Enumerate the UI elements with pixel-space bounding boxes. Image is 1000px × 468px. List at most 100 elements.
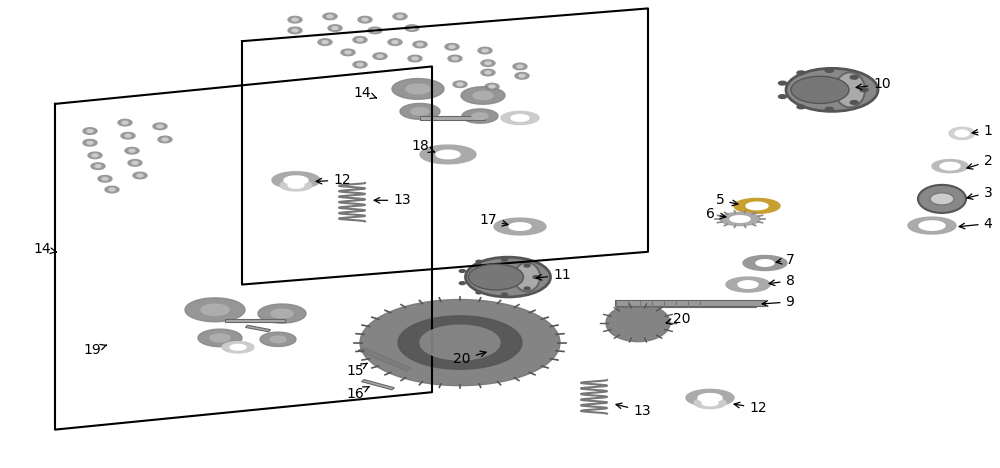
Ellipse shape [930,193,954,205]
Circle shape [132,161,138,164]
Circle shape [288,27,302,34]
Circle shape [481,69,495,76]
Circle shape [409,27,415,29]
Circle shape [413,41,427,48]
Polygon shape [362,380,394,390]
Circle shape [133,172,147,179]
Circle shape [129,149,135,152]
Circle shape [453,81,467,88]
Circle shape [502,293,508,296]
Circle shape [102,177,108,180]
Polygon shape [272,172,320,189]
Polygon shape [616,301,756,307]
Text: 14: 14 [353,86,376,100]
Polygon shape [606,304,670,342]
Polygon shape [949,127,975,139]
Text: 15: 15 [346,363,367,378]
Circle shape [388,39,402,45]
Circle shape [125,134,131,137]
Circle shape [476,260,482,263]
Polygon shape [738,281,758,288]
Circle shape [449,45,455,48]
Circle shape [797,105,805,109]
Polygon shape [462,109,498,123]
Polygon shape [501,111,539,124]
Ellipse shape [835,72,865,107]
Text: 16: 16 [346,387,369,401]
Polygon shape [260,332,296,346]
Circle shape [118,119,132,126]
Circle shape [83,128,97,134]
Polygon shape [461,87,505,104]
Polygon shape [686,389,734,406]
Polygon shape [940,162,960,170]
Circle shape [91,163,105,169]
Circle shape [157,125,163,128]
Circle shape [392,41,398,44]
Text: 4: 4 [959,217,992,231]
Polygon shape [185,298,245,322]
Circle shape [318,39,332,45]
Circle shape [353,37,367,43]
Polygon shape [280,180,312,191]
Polygon shape [756,260,774,266]
Circle shape [481,60,495,66]
Circle shape [323,13,337,20]
Circle shape [328,25,342,31]
Polygon shape [726,277,770,292]
Circle shape [393,13,407,20]
Circle shape [292,18,298,21]
Text: 3: 3 [967,186,992,200]
Polygon shape [198,329,242,347]
Polygon shape [392,79,444,99]
Circle shape [850,101,858,104]
Text: 10: 10 [856,77,891,91]
Circle shape [860,88,868,92]
Circle shape [357,63,363,66]
Circle shape [377,55,383,58]
Circle shape [459,282,465,285]
Circle shape [533,276,539,278]
Text: 9: 9 [762,295,794,309]
Polygon shape [284,176,308,184]
Ellipse shape [514,263,540,292]
Circle shape [485,71,491,74]
Circle shape [502,258,508,261]
Circle shape [87,141,93,144]
Circle shape [513,63,527,70]
Circle shape [92,154,98,157]
Polygon shape [472,113,488,119]
Circle shape [368,27,382,34]
Circle shape [125,147,139,154]
Circle shape [779,81,787,85]
Polygon shape [288,183,304,188]
Circle shape [358,16,372,23]
Polygon shape [420,116,485,119]
Circle shape [153,123,167,130]
Polygon shape [270,336,286,343]
Circle shape [397,15,403,18]
Ellipse shape [918,185,966,213]
Polygon shape [919,221,945,230]
Text: 7: 7 [776,253,794,267]
Circle shape [445,44,459,50]
Ellipse shape [468,264,524,290]
Polygon shape [494,218,546,235]
Text: 13: 13 [616,403,651,418]
Circle shape [128,160,142,166]
Text: 12: 12 [316,173,351,187]
Polygon shape [222,342,254,353]
Circle shape [98,176,112,182]
Text: 5: 5 [716,193,738,207]
Text: 17: 17 [479,213,508,227]
Polygon shape [720,212,760,226]
Circle shape [482,49,488,52]
Polygon shape [420,145,476,164]
Polygon shape [210,334,230,342]
Text: 19: 19 [83,343,107,357]
Circle shape [476,291,482,294]
Circle shape [825,107,833,111]
Ellipse shape [786,68,878,111]
Circle shape [405,25,419,31]
Polygon shape [955,130,969,137]
